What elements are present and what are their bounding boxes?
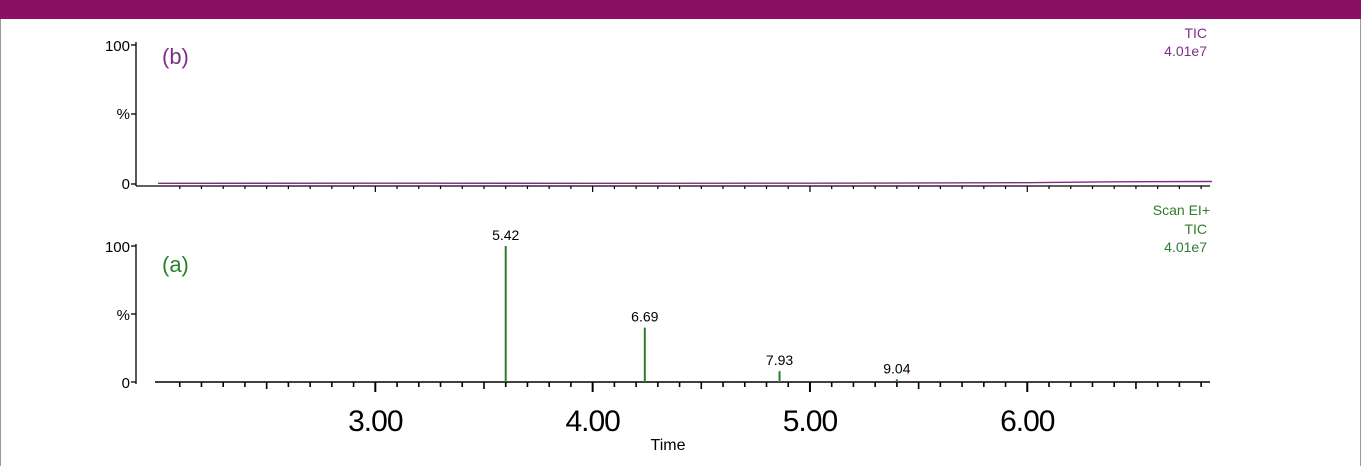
panel-b-ytick-percent: % <box>117 106 130 123</box>
panel-b-tic-trace <box>157 180 1213 185</box>
panel-a-ytick-percent: % <box>117 307 130 324</box>
panel-a-peaks: 5.42 6.69 7.93 9.04 <box>492 227 911 382</box>
panel-b-label: (b) <box>162 44 189 69</box>
panel-a-right-label-2: TIC <box>1184 221 1207 237</box>
x-tick-label: 4.00 <box>565 405 620 438</box>
x-tick-label: 6.00 <box>1000 405 1055 438</box>
panel-a-right-label-3: 4.01e7 <box>1164 239 1207 255</box>
panel-a-ytick-100: 100 <box>105 239 130 256</box>
panel-a: (a) Scan EI+ TIC 4.01e7 100 % 0 5.42 6.69… <box>105 202 1210 454</box>
x-tick-label: 3.00 <box>348 405 403 438</box>
peak-label: 6.69 <box>631 309 658 325</box>
panel-b-x-ticks <box>179 186 1202 192</box>
peak-label: 5.42 <box>492 227 519 243</box>
panel-a-x-tick-labels: 3.00 4.00 5.00 6.00 <box>348 405 1056 438</box>
title-banner <box>0 0 1361 19</box>
peak-label: 7.93 <box>766 352 793 368</box>
panel-b-right-label-2: 4.01e7 <box>1164 43 1207 59</box>
x-tick-label: 5.00 <box>783 405 838 438</box>
panel-a-x-ticks <box>178 382 1202 392</box>
panel-b-ytick-100: 100 <box>105 38 130 55</box>
panel-a-ytick-0: 0 <box>122 375 130 392</box>
panel-b-right-label-1: TIC <box>1184 25 1207 41</box>
x-axis-title: Time <box>651 437 686 454</box>
panel-b: (b) TIC 4.01e7 100 % 0 <box>105 25 1213 193</box>
panel-a-right-label-1: Scan EI+ <box>1153 202 1210 218</box>
panel-a-label: (a) <box>162 252 189 277</box>
panel-b-ytick-0: 0 <box>122 176 130 193</box>
peak-label: 9.04 <box>883 360 910 376</box>
